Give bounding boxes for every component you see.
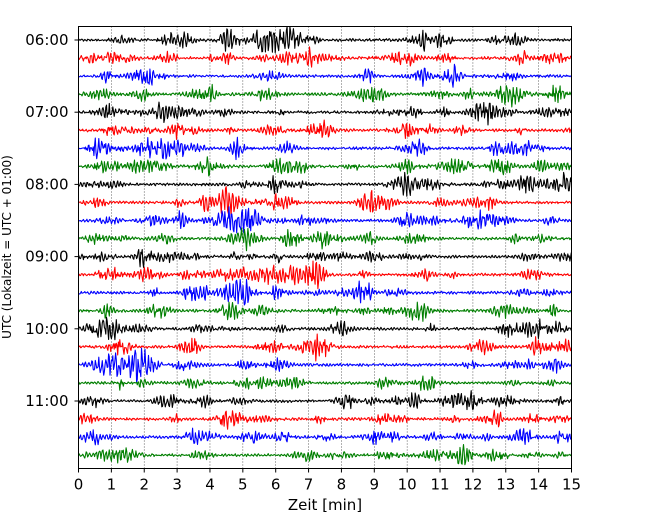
x-tick-label-1: 1 bbox=[107, 476, 117, 494]
trace-20 bbox=[78, 390, 572, 411]
trace-2 bbox=[78, 63, 572, 88]
y-tick-label-0: 06:00 bbox=[25, 31, 68, 49]
y-tick-label-1: 07:00 bbox=[25, 103, 68, 121]
x-tick-label-9: 9 bbox=[370, 476, 380, 494]
x-axis-ticks: 0 1 2 3 4 5 6 7 8 9 10 11 12 13 14 15 bbox=[74, 468, 581, 494]
x-tick-label-12: 12 bbox=[463, 476, 482, 494]
x-tick-label-15: 15 bbox=[562, 476, 581, 494]
trace-12 bbox=[77, 248, 572, 269]
x-tick-label-0: 0 bbox=[74, 476, 84, 494]
x-tick-label-11: 11 bbox=[430, 476, 449, 494]
trace-15 bbox=[78, 301, 572, 322]
trace-8 bbox=[78, 171, 572, 197]
trace-4 bbox=[77, 101, 572, 126]
trace-23 bbox=[77, 444, 572, 466]
trace-9 bbox=[78, 186, 572, 217]
x-tick-label-6: 6 bbox=[271, 476, 281, 494]
trace-1 bbox=[77, 46, 572, 68]
trace-3 bbox=[77, 83, 572, 108]
trace-18 bbox=[78, 347, 572, 384]
trace-0 bbox=[78, 26, 572, 54]
trace-22 bbox=[78, 427, 572, 446]
y-tick-label-3: 09:00 bbox=[25, 248, 68, 266]
x-tick-label-7: 7 bbox=[304, 476, 314, 494]
x-tick-label-10: 10 bbox=[398, 476, 417, 494]
trace-5 bbox=[78, 119, 572, 140]
x-axis-label: Zeit [min] bbox=[288, 496, 362, 514]
trace-17 bbox=[78, 333, 572, 362]
y-tick-label-5: 11:00 bbox=[25, 392, 68, 410]
trace-11 bbox=[77, 227, 572, 252]
x-tick-label-3: 3 bbox=[172, 476, 182, 494]
y-tick-label-2: 08:00 bbox=[25, 175, 68, 193]
y-tick-label-4: 10:00 bbox=[25, 320, 68, 338]
x-tick-label-2: 2 bbox=[139, 476, 149, 494]
y-axis-label: UTC (Lokalzeit = UTC + 01:00) bbox=[0, 155, 14, 339]
x-tick-label-13: 13 bbox=[496, 476, 515, 494]
trace-21 bbox=[77, 409, 572, 430]
trace-7 bbox=[78, 156, 572, 177]
x-tick-label-4: 4 bbox=[205, 476, 215, 494]
y-axis-ticks: 06:00 07:00 08:00 09:00 10:00 11:00 bbox=[25, 31, 79, 410]
plot-frame bbox=[78, 26, 572, 469]
x-tick-label-8: 8 bbox=[337, 476, 347, 494]
trace-13 bbox=[78, 260, 572, 290]
trace-16 bbox=[77, 316, 572, 341]
x-tick-label-14: 14 bbox=[529, 476, 548, 494]
trace-19 bbox=[78, 375, 572, 391]
trace-14 bbox=[78, 278, 572, 306]
x-tick-label-5: 5 bbox=[238, 476, 248, 494]
trace-layer bbox=[77, 26, 572, 466]
trace-6 bbox=[78, 136, 572, 161]
trace-10 bbox=[78, 206, 572, 234]
